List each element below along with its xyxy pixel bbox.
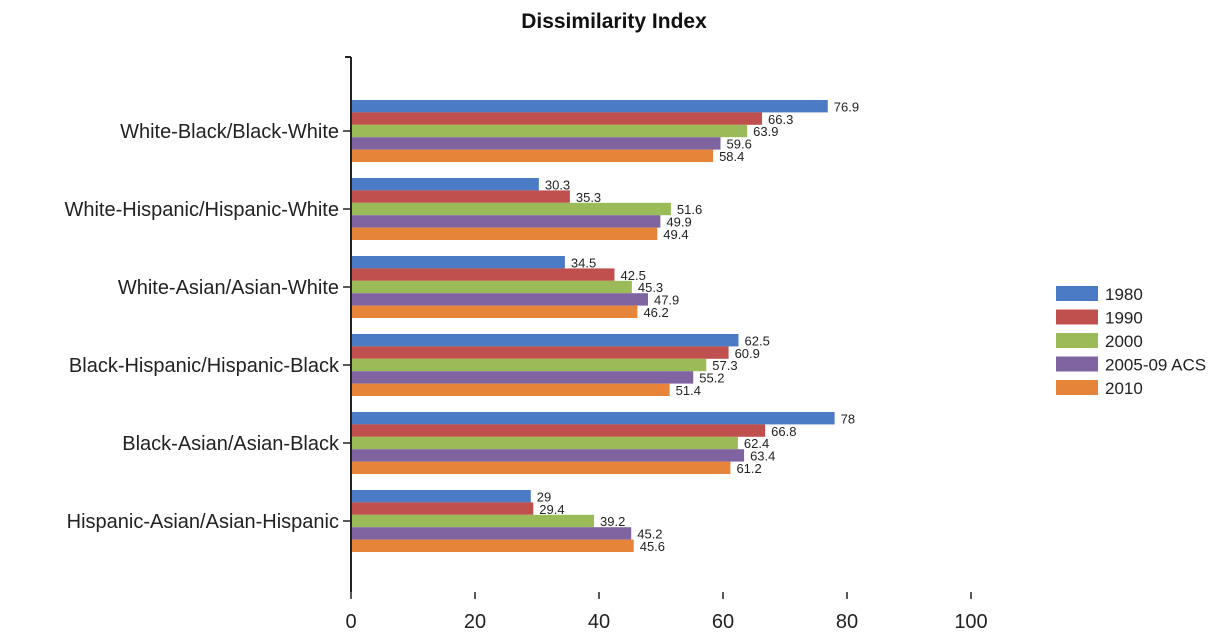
bar-white-asian-asian-white-1980 <box>351 256 565 269</box>
data-labels-layer: 76.9 66.363.959.658.4 30.3 35.3 51.649.949.4… <box>537 99 859 554</box>
data-label-black-asian-asian-black-1980: 78 <box>841 411 855 426</box>
data-label-white-asian-asian-white-2010: 46.2 <box>643 305 668 320</box>
bar-black-asian-asian-black-2010 <box>351 461 731 474</box>
bar-hispanic-asian-asian-hispanic-1980 <box>351 490 531 503</box>
category-label-black-asian-asian-black: Black-Asian/Asian-Black <box>122 433 340 455</box>
data-label-black-asian-asian-black-2005-09-acs: 63.4 <box>750 449 775 464</box>
bar-white-hispanic-hispanic-white-2005-09-acs <box>351 215 661 228</box>
bar-white-black-black-white-2010 <box>351 149 714 162</box>
data-label-white-black-black-white-1990: 66.3 <box>768 112 793 127</box>
data-label-white-hispanic-hispanic-white-2010: 49.4 <box>663 227 688 242</box>
legend-swatch-1990 <box>1056 309 1098 325</box>
bar-black-hispanic-hispanic-black-1990 <box>351 346 729 359</box>
bar-white-asian-asian-white-2000 <box>351 280 632 294</box>
data-label-white-hispanic-hispanic-white-1990: 35.3 <box>576 190 601 205</box>
bar-white-hispanic-hispanic-white-2010 <box>351 227 658 240</box>
bars-layer <box>351 100 835 552</box>
bar-white-asian-asian-white-2005-09-acs <box>351 293 648 306</box>
x-tick-label-0: 0 <box>345 611 356 632</box>
category-label-white-asian-asian-white: White-Asian/Asian-White <box>118 277 339 299</box>
data-label-hispanic-asian-asian-hispanic-2005-09-acs: 45.2 <box>637 527 662 542</box>
data-label-white-hispanic-hispanic-white-2005-09-acs: 49.9 <box>666 215 691 230</box>
data-label-black-hispanic-hispanic-black-2005-09-acs: 55.2 <box>699 371 724 386</box>
bar-white-hispanic-hispanic-white-2000 <box>351 202 671 216</box>
chart-title: Dissimilarity Index <box>521 10 707 33</box>
data-label-white-hispanic-hispanic-white-1980: 30.3 <box>545 177 570 192</box>
data-label-white-asian-asian-white-1990: 42.5 <box>621 268 646 283</box>
category-label-hispanic-asian-asian-hispanic: Hispanic-Asian/Asian-Hispanic <box>67 511 339 533</box>
data-label-hispanic-asian-asian-hispanic-2000: 39.2 <box>600 514 625 529</box>
bar-black-hispanic-hispanic-black-2005-09-acs <box>351 371 694 384</box>
x-tick-label-100: 100 <box>954 611 987 632</box>
bar-black-asian-asian-black-2000 <box>351 436 738 450</box>
data-label-black-hispanic-hispanic-black-2000: 57.3 <box>712 358 737 373</box>
x-tick-label-40: 40 <box>588 611 610 632</box>
category-label-black-hispanic-hispanic-black: Black-Hispanic/Hispanic-Black <box>69 355 340 377</box>
bar-white-black-black-white-2000 <box>351 124 748 138</box>
data-label-hispanic-asian-asian-hispanic-2010: 45.6 <box>640 539 665 554</box>
data-label-hispanic-asian-asian-hispanic-1980: 29 <box>537 489 551 504</box>
legend-label-2000: 2000 <box>1105 332 1143 351</box>
x-tick-label-80: 80 <box>836 611 858 632</box>
bar-black-hispanic-hispanic-black-1980 <box>351 334 739 347</box>
legend-swatch-1980 <box>1056 286 1098 301</box>
data-label-black-hispanic-hispanic-black-1980: 62.5 <box>745 333 770 348</box>
bar-hispanic-asian-asian-hispanic-2000 <box>351 514 595 528</box>
data-label-white-asian-asian-white-2005-09-acs: 47.9 <box>654 293 679 308</box>
bar-white-black-black-white-1980 <box>351 100 828 113</box>
x-tick-label-60: 60 <box>712 611 734 632</box>
data-label-white-black-black-white-2005-09-acs: 59.6 <box>727 137 752 152</box>
legend-swatch-2000 <box>1056 333 1098 348</box>
legend-label-2005-09-acs: 2005-09 ACS <box>1105 356 1206 375</box>
data-label-black-asian-asian-black-1990: 66.8 <box>771 424 796 439</box>
bar-black-asian-asian-black-1990 <box>351 424 766 437</box>
bar-white-hispanic-hispanic-white-1990 <box>351 190 570 203</box>
data-label-hispanic-asian-asian-hispanic-1990: 29.4 <box>539 502 564 517</box>
bar-hispanic-asian-asian-hispanic-1990 <box>351 502 534 515</box>
legend-label-2010: 2010 <box>1105 379 1143 398</box>
bar-white-hispanic-hispanic-white-1980 <box>351 178 539 191</box>
bar-white-asian-asian-white-1990 <box>351 268 615 281</box>
legend-swatch-2010 <box>1056 380 1098 395</box>
data-label-black-asian-asian-black-2010: 61.2 <box>736 461 761 476</box>
data-label-white-black-black-white-1980: 76.9 <box>834 99 859 114</box>
bar-white-black-black-white-2005-09-acs <box>351 137 721 150</box>
bar-hispanic-asian-asian-hispanic-2005-09-acs <box>351 527 632 540</box>
data-label-white-asian-asian-white-1980: 34.5 <box>571 255 596 270</box>
legend-label-1990: 1990 <box>1105 309 1143 328</box>
data-label-white-asian-asian-white-2000: 45.3 <box>638 280 663 295</box>
axes-layer: White-Black/Black-White White-Hispanic/Hi… <box>64 56 988 632</box>
legend-label-1980: 1980 <box>1105 285 1143 304</box>
category-label-white-black-black-white: White-Black/Black-White <box>120 121 339 143</box>
bar-black-hispanic-hispanic-black-2000 <box>351 358 707 372</box>
bar-black-asian-asian-black-2005-09-acs <box>351 449 745 462</box>
data-label-black-hispanic-hispanic-black-1990: 60.9 <box>735 346 760 361</box>
bar-white-asian-asian-white-2010 <box>351 305 638 318</box>
data-label-black-hispanic-hispanic-black-2010: 51.4 <box>676 383 701 398</box>
bar-black-asian-asian-black-1980 <box>351 412 835 425</box>
category-label-white-hispanic-hispanic-white: White-Hispanic/Hispanic-White <box>64 199 339 221</box>
bar-white-black-black-white-1990 <box>351 112 763 125</box>
data-label-white-black-black-white-2010: 58.4 <box>719 149 744 164</box>
data-label-white-black-black-white-2000: 63.9 <box>753 124 778 139</box>
x-tick-label-20: 20 <box>464 611 486 632</box>
legend: 1980 1990 2000 2005-09 ACS 2010 <box>1056 285 1206 398</box>
bar-hispanic-asian-asian-hispanic-2010 <box>351 539 634 552</box>
legend-swatch-2005-09-acs <box>1056 356 1098 372</box>
data-label-white-hispanic-hispanic-white-2000: 51.6 <box>677 202 702 217</box>
bar-black-hispanic-hispanic-black-2010 <box>351 383 670 396</box>
data-label-black-asian-asian-black-2000: 62.4 <box>744 436 769 451</box>
